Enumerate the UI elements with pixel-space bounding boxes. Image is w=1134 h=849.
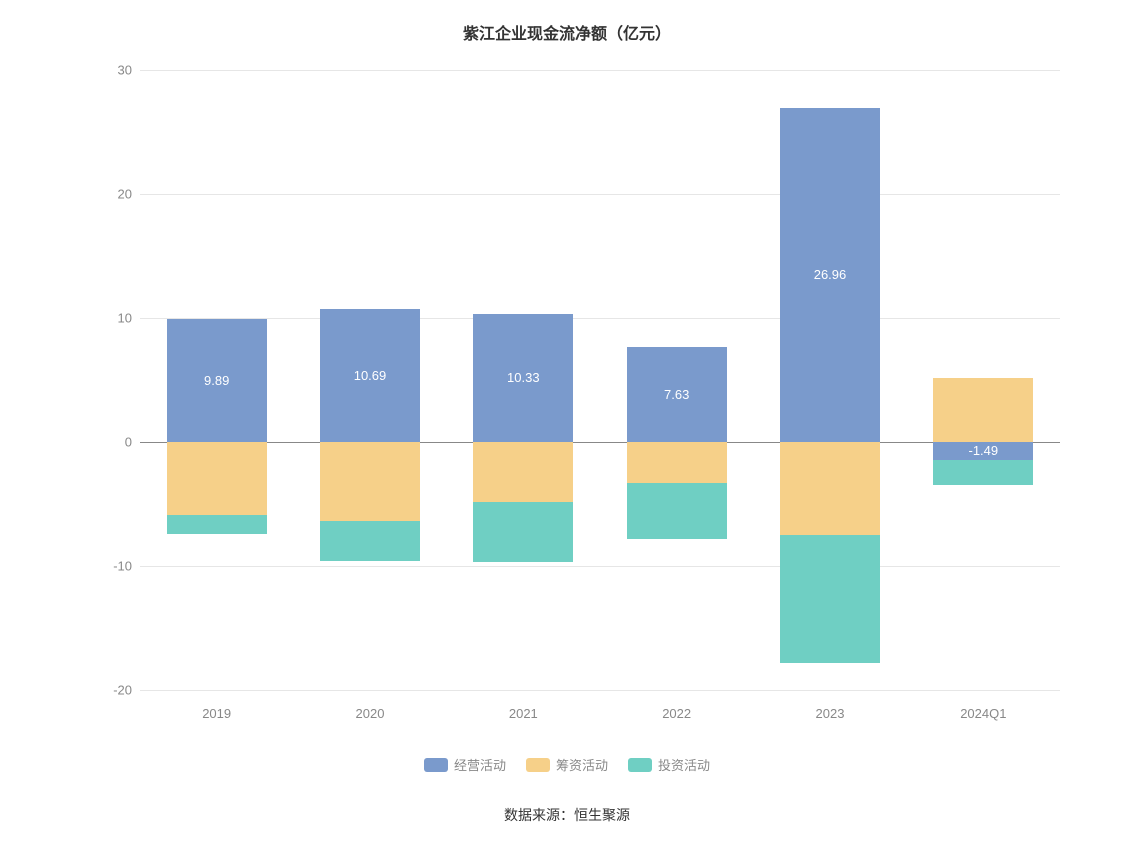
legend-item-operating[interactable]: 经营活动 [424, 755, 506, 774]
legend-label: 投资活动 [658, 755, 710, 774]
y-axis: -20-100102030 [100, 70, 140, 690]
legend-swatch [628, 758, 652, 772]
bar-group: 10.33 [473, 70, 573, 690]
data-source: 数据来源：恒生聚源 [0, 805, 1134, 825]
bar-segment-financing [320, 442, 420, 521]
bar-group: 26.96 [780, 70, 880, 690]
y-tick-label: -20 [113, 683, 132, 698]
legend-swatch [424, 758, 448, 772]
x-tick-label: 2021 [509, 706, 538, 721]
bar-group: 10.69 [320, 70, 420, 690]
bar-segment-financing [627, 442, 727, 483]
bar-segment-investing [167, 515, 267, 534]
bar-value-label: -1.49 [933, 443, 1033, 458]
bar-segment-investing [933, 460, 1033, 485]
x-tick-label: 2022 [662, 706, 691, 721]
bar-segment-investing [473, 502, 573, 563]
y-tick-label: 20 [118, 187, 132, 202]
legend: 经营活动 筹资活动 投资活动 [0, 755, 1134, 777]
bar-segment-financing [933, 378, 1033, 442]
legend-item-financing[interactable]: 筹资活动 [526, 755, 608, 774]
legend-swatch [526, 758, 550, 772]
chart-container: 紫江企业现金流净额（亿元） -20 -10 0 10 20 30 9.89 10.69 10.… [0, 0, 1134, 849]
legend-label: 筹资活动 [556, 755, 608, 774]
x-axis: 2019 2020 2021 2022 2023 2024Q1 [140, 700, 1060, 730]
y-tick-label: 30 [118, 63, 132, 78]
legend-label: 经营活动 [454, 755, 506, 774]
plot-area: 9.89 10.69 10.33 7.63 26.96 -1.49 [140, 70, 1060, 690]
gridline [140, 566, 1060, 567]
bar-segment-investing [780, 535, 880, 663]
bar-group: 7.63 [627, 70, 727, 690]
x-tick-label: 2019 [202, 706, 231, 721]
bar-segment-financing [473, 442, 573, 502]
bar-value-label: 10.69 [320, 368, 420, 383]
x-tick-label: 2024Q1 [960, 706, 1006, 721]
legend-item-investing[interactable]: 投资活动 [628, 755, 710, 774]
gridline [140, 442, 1060, 443]
bar-group: 9.89 [167, 70, 267, 690]
bar-value-label: 9.89 [167, 373, 267, 388]
gridline [140, 194, 1060, 195]
bar-segment-financing [167, 442, 267, 515]
bar-value-label: 26.96 [780, 267, 880, 282]
gridline [140, 690, 1060, 691]
x-tick-label: 2020 [356, 706, 385, 721]
y-tick-label: -10 [113, 559, 132, 574]
bar-group: -1.49 [933, 70, 1033, 690]
bar-segment-financing [780, 442, 880, 535]
bar-value-label: 7.63 [627, 387, 727, 402]
gridline [140, 70, 1060, 71]
bar-segment-investing [627, 483, 727, 539]
bar-value-label: 10.33 [473, 370, 573, 385]
chart-title: 紫江企业现金流净额（亿元） [0, 0, 1134, 44]
y-tick-label: 0 [125, 435, 132, 450]
bar-segment-investing [320, 521, 420, 561]
gridline [140, 318, 1060, 319]
x-tick-label: 2023 [816, 706, 845, 721]
y-tick-label: 10 [118, 311, 132, 326]
